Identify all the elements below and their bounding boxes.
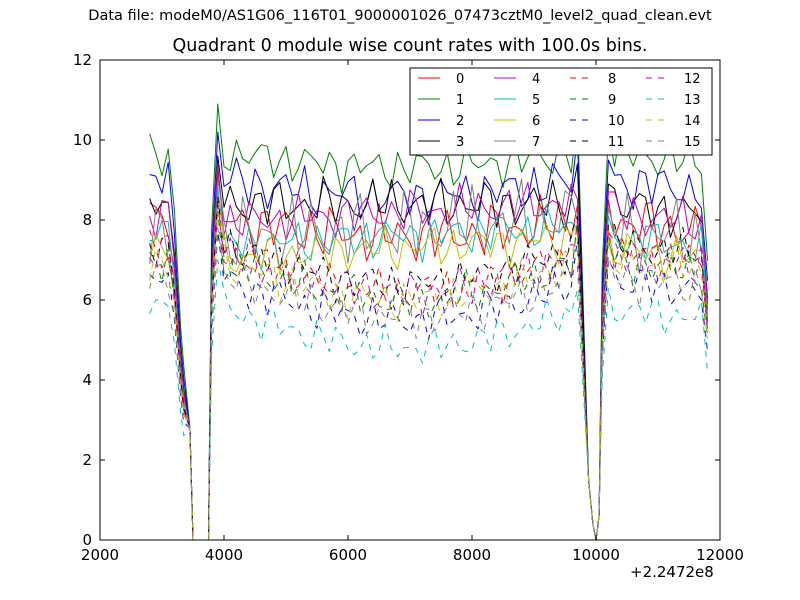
y-tick-label: 8 bbox=[82, 211, 92, 229]
legend-label-13: 13 bbox=[684, 93, 701, 108]
legend-label-11: 11 bbox=[608, 135, 625, 150]
series-line-8 bbox=[149, 203, 709, 540]
series-line-3 bbox=[149, 155, 709, 540]
legend-label-7: 7 bbox=[532, 135, 540, 150]
legend-label-8: 8 bbox=[608, 72, 616, 87]
legend-label-1: 1 bbox=[456, 93, 464, 108]
series-line-11 bbox=[149, 195, 709, 540]
legend-label-9: 9 bbox=[608, 93, 616, 108]
series-line-0 bbox=[149, 171, 709, 540]
figure-suptitle: Data file: modeM0/AS1G06_116T01_90000010… bbox=[88, 8, 712, 24]
x-tick-label: 2000 bbox=[81, 546, 119, 564]
series-line-5 bbox=[149, 187, 709, 540]
legend-label-0: 0 bbox=[456, 72, 464, 87]
x-tick-label: 6000 bbox=[329, 546, 367, 564]
legend-label-15: 15 bbox=[684, 135, 701, 150]
legend-label-6: 6 bbox=[532, 114, 540, 129]
legend-label-14: 14 bbox=[684, 114, 701, 129]
chart-title: Quadrant 0 module wise count rates with … bbox=[172, 36, 648, 56]
legend-label-5: 5 bbox=[532, 93, 540, 108]
legend-label-3: 3 bbox=[456, 135, 464, 150]
y-tick-label: 0 bbox=[82, 531, 92, 549]
x-tick-label: 4000 bbox=[205, 546, 243, 564]
legend-label-4: 4 bbox=[532, 72, 540, 87]
series-line-6 bbox=[149, 199, 709, 540]
series-lines bbox=[149, 103, 709, 540]
series-line-13 bbox=[149, 259, 709, 540]
y-tick-label: 2 bbox=[82, 451, 92, 469]
series-line-7 bbox=[149, 178, 709, 540]
series-line-9 bbox=[149, 211, 709, 540]
series-line-15 bbox=[149, 227, 709, 540]
legend-label-10: 10 bbox=[608, 114, 625, 129]
x-tick-label: 10000 bbox=[572, 546, 620, 564]
y-tick-label: 6 bbox=[82, 291, 92, 309]
x-tick-label: 8000 bbox=[453, 546, 491, 564]
y-tick-label: 12 bbox=[73, 51, 92, 69]
series-line-2 bbox=[149, 131, 709, 540]
y-tick-label: 10 bbox=[73, 131, 92, 149]
x-tick-label: 12000 bbox=[696, 546, 744, 564]
series-line-4 bbox=[149, 163, 709, 540]
x-offset-text: +2.2472e8 bbox=[630, 563, 714, 581]
series-line-14 bbox=[149, 211, 709, 540]
series-line-12 bbox=[149, 203, 709, 540]
legend-label-12: 12 bbox=[684, 72, 701, 87]
legend-label-2: 2 bbox=[456, 114, 464, 129]
y-tick-label: 4 bbox=[82, 371, 92, 389]
